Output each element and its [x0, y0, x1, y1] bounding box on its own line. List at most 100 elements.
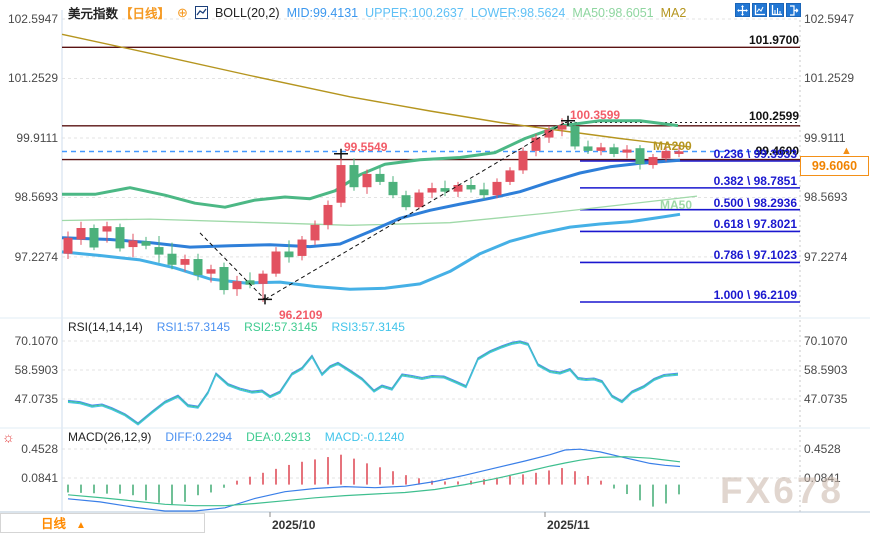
candle-body — [232, 281, 242, 290]
rsi1-value: RSI1:57.3145 — [156, 320, 231, 334]
price-axis-label: 101.2529 — [7, 71, 58, 86]
x-axis-label: 2025/10 — [272, 518, 316, 532]
trendline — [264, 120, 569, 300]
price-axis-label: 101.2529 — [804, 71, 855, 86]
candle-body — [128, 240, 138, 248]
axis-scale-icon[interactable] — [769, 3, 784, 17]
candle-body — [544, 129, 554, 138]
candle-body — [388, 181, 398, 196]
rsi3-value: RSI3:57.3145 — [331, 320, 405, 334]
ma200-line — [61, 33, 691, 148]
candle-body — [492, 181, 502, 196]
macd-legend: MACD(26,12,9) DIFF:0.2294 DEA:0.2913 MAC… — [68, 430, 404, 444]
macd-dea-value: DEA:0.2913 — [246, 430, 311, 444]
candle-body — [206, 269, 216, 274]
price-line-label: 101.9700 — [748, 32, 799, 47]
timeframe-tab[interactable]: 日线 ▲ — [0, 513, 205, 533]
boll-mid-legend: MID:99.4131 — [286, 5, 359, 20]
price-axis-label: 97.2274 — [14, 249, 58, 264]
candle-body — [245, 280, 255, 285]
price-line-label: 100.2599 — [748, 108, 799, 123]
candle-body — [557, 125, 567, 130]
macd-dea-line — [67, 456, 681, 507]
candle-body — [622, 149, 632, 153]
candle-body — [661, 150, 671, 159]
fib-label: 0.382 \ 98.7851 — [713, 173, 797, 188]
last-price-badge: 99.6060 — [800, 156, 869, 176]
fib-label: 0.786 \ 97.1023 — [713, 248, 797, 263]
candle-body — [180, 259, 190, 265]
fib-label: 0.500 \ 98.2936 — [713, 195, 797, 210]
macd-title: MACD(26,12,9) — [68, 430, 152, 444]
plus-circle-icon[interactable]: ⊕ — [177, 4, 188, 20]
macd-axis-label: 0.4528 — [804, 441, 841, 456]
price-axis-label: 98.5693 — [14, 190, 58, 205]
rsi-axis-label: 47.0735 — [804, 391, 848, 406]
candle-body — [89, 228, 99, 248]
price-line-label: 99.4600 — [755, 143, 799, 158]
price-axis-label: 98.5693 — [804, 190, 848, 205]
pan-icon[interactable] — [735, 3, 750, 17]
candle-body — [258, 273, 268, 284]
ma-line-label: MA200 — [653, 139, 692, 153]
macd-axis-label: 0.4528 — [21, 441, 58, 456]
boll-upper-line — [62, 119, 679, 209]
candle-body — [453, 185, 463, 192]
candle-body — [154, 247, 164, 255]
candle-body — [336, 165, 346, 203]
candle-body — [310, 224, 320, 241]
price-annotation: 100.3599 — [570, 108, 621, 122]
macd-hist-value: MACD:-0.1240 — [324, 430, 405, 444]
ma50-line — [61, 195, 698, 226]
candle-body — [63, 237, 73, 254]
boll-legend: BOLL(20,2) — [214, 5, 280, 20]
fib-label: 0.618 \ 97.8021 — [713, 217, 797, 232]
price-axis-label: 102.5947 — [804, 12, 855, 26]
candle-body — [635, 148, 645, 165]
macd-axis-label: 0.0841 — [21, 470, 58, 485]
candle-body — [596, 147, 606, 151]
candle-body — [271, 251, 281, 274]
rsi-axis-label: 70.1070 — [804, 334, 848, 348]
rsi-axis-label: 70.1070 — [14, 334, 58, 348]
candle-body — [375, 173, 385, 182]
boll-lower-line — [61, 212, 681, 291]
candle-body — [609, 147, 619, 154]
rsi2-line — [67, 341, 679, 425]
macd-axis-label: 0.0841 — [804, 470, 841, 485]
symbol-title: 美元指数 — [68, 7, 119, 21]
boll-upper-legend: UPPER:100.2637 — [365, 5, 464, 20]
candle-body — [284, 251, 294, 258]
candle-body — [440, 188, 450, 192]
candle-body — [505, 170, 515, 182]
indicator-settings-icon[interactable]: ☼ — [2, 429, 15, 445]
candle-body — [193, 259, 203, 275]
price-axis-label: 99.9111 — [804, 130, 846, 145]
trendline — [199, 232, 266, 300]
tab-arrow-icon: ▲ — [76, 520, 86, 531]
rsi1-line — [67, 340, 679, 424]
candle-body — [102, 226, 112, 232]
candle-body — [414, 192, 424, 208]
axis-zoom-icon[interactable] — [752, 3, 767, 17]
rsi2-value: RSI2:57.3145 — [244, 320, 318, 334]
macd-diff-line — [67, 448, 681, 512]
rsi-legend: RSI(14,14,14) RSI1:57.3145 RSI2:57.3145 … — [68, 320, 405, 334]
ma200-legend: MA2 — [660, 5, 687, 20]
candle-body — [531, 137, 541, 151]
candle-body — [583, 146, 593, 151]
rsi-title: RSI(14,14,14) — [68, 320, 143, 334]
rsi-axis-label: 58.5903 — [804, 362, 848, 377]
chart-line-icon[interactable] — [194, 6, 208, 19]
ma-line-label: MA50 — [660, 198, 693, 212]
candle-body — [323, 204, 333, 225]
candle-body — [219, 267, 229, 291]
candle-body — [648, 157, 658, 166]
exit-icon[interactable] — [786, 3, 801, 17]
period-label: 【日线】 — [120, 7, 171, 21]
watermark: FX678 — [720, 470, 845, 511]
candle-body — [362, 173, 372, 188]
boll-mid-line — [61, 158, 681, 249]
